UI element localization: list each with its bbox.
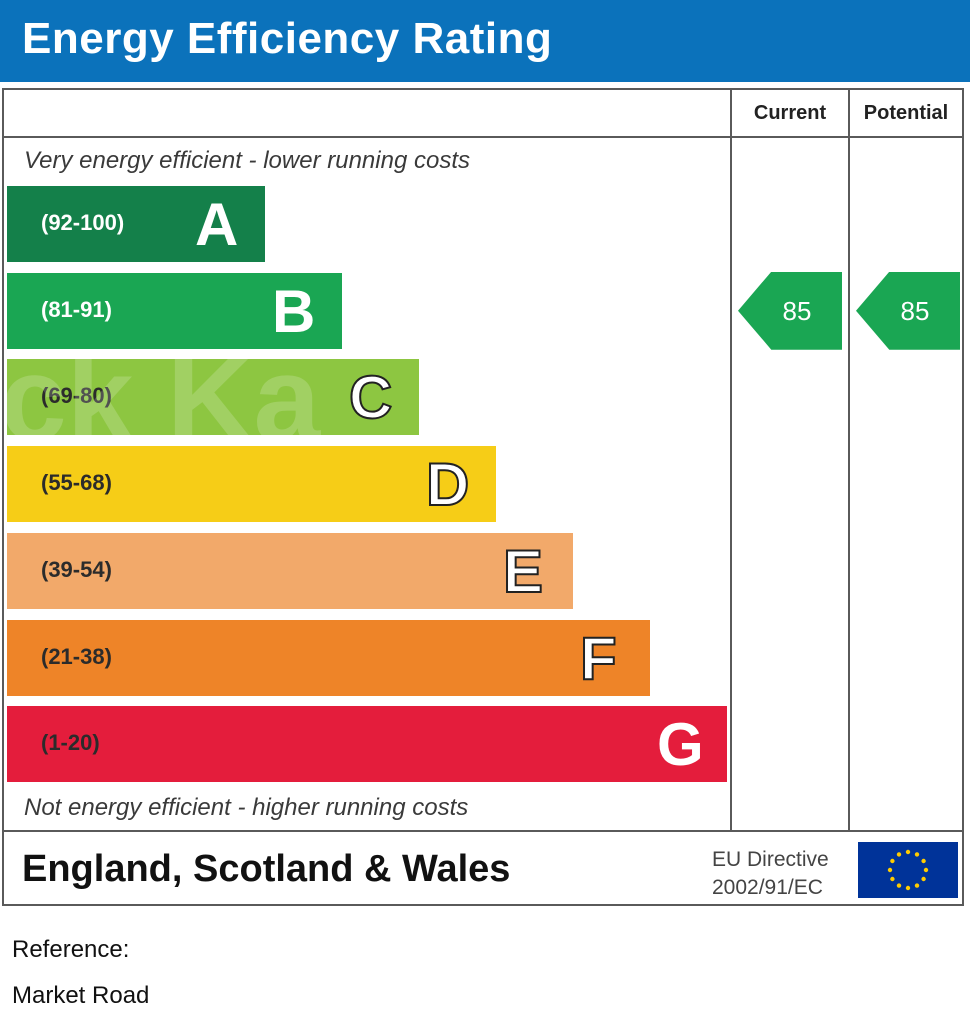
eu-star [914, 852, 920, 857]
band-b: (81-91) B [7, 272, 342, 349]
band-e: (39-54) E [7, 532, 573, 609]
band-range-label: (69-80) [41, 383, 112, 409]
eu-directive-label: EU Directive 2002/91/EC [712, 846, 829, 902]
eu-star [905, 885, 911, 891]
band-range-label: (39-54) [41, 556, 112, 582]
band-letter: C [348, 363, 393, 432]
page-title: Energy Efficiency Rating [22, 14, 553, 63]
band-g: (1-20) G [7, 706, 727, 783]
eu-star [921, 858, 926, 864]
caption-top: Very energy efficient - lower running co… [24, 147, 470, 174]
eu-directive-line1: EU Directive [712, 848, 829, 871]
band-letter: B [272, 277, 316, 345]
eu-star [921, 876, 926, 882]
band-letter: D [425, 450, 470, 519]
band-c: (69-80) C [7, 359, 419, 436]
band-range-label: (1-20) [41, 730, 100, 756]
potential-rating-arrow: 85 [856, 271, 960, 350]
band-f: (21-38) F [7, 619, 650, 696]
column-potential-header: Potential [863, 102, 949, 124]
band-range-label: (92-100) [41, 210, 125, 235]
eu-star [896, 883, 902, 888]
band-range-label: (21-38) [41, 643, 112, 669]
eu-star [887, 867, 893, 873]
band-letter: E [502, 537, 544, 606]
reference-label: Reference: [12, 936, 130, 963]
eu-star [905, 849, 911, 855]
rating-frame: Current Potential Very energy efficient … [2, 88, 964, 906]
divider-current [730, 90, 732, 832]
eu-star [890, 876, 895, 882]
band-letter: G [657, 711, 704, 779]
band-d: (55-68) D [7, 446, 496, 523]
eu-star [890, 858, 895, 864]
reference-address: Market Road [12, 982, 150, 1009]
eu-directive-line2: 2002/91/EC [712, 876, 823, 899]
caption-bottom: Not energy efficient - higher running co… [24, 794, 469, 821]
divider-potential [848, 90, 850, 832]
potential-rating-value: 85 [900, 295, 930, 326]
column-current-header: Current [753, 102, 827, 124]
eu-flag-icon [858, 842, 958, 898]
band-letter: A [195, 191, 239, 258]
header-divider [4, 136, 962, 138]
band-letter: F [579, 624, 618, 693]
footer-divider [4, 830, 962, 832]
eu-star [914, 883, 920, 888]
current-rating-value: 85 [782, 295, 812, 326]
eu-star [923, 867, 929, 873]
band-range-label: (81-91) [41, 296, 112, 322]
band-a: (92-100) A [7, 186, 265, 262]
region-label: England, Scotland & Wales [22, 848, 511, 890]
header-bar: Energy Efficiency Rating [0, 0, 970, 82]
current-rating-arrow: 85 [738, 271, 842, 350]
eu-star [896, 852, 902, 857]
band-range-label: (55-68) [41, 470, 112, 496]
